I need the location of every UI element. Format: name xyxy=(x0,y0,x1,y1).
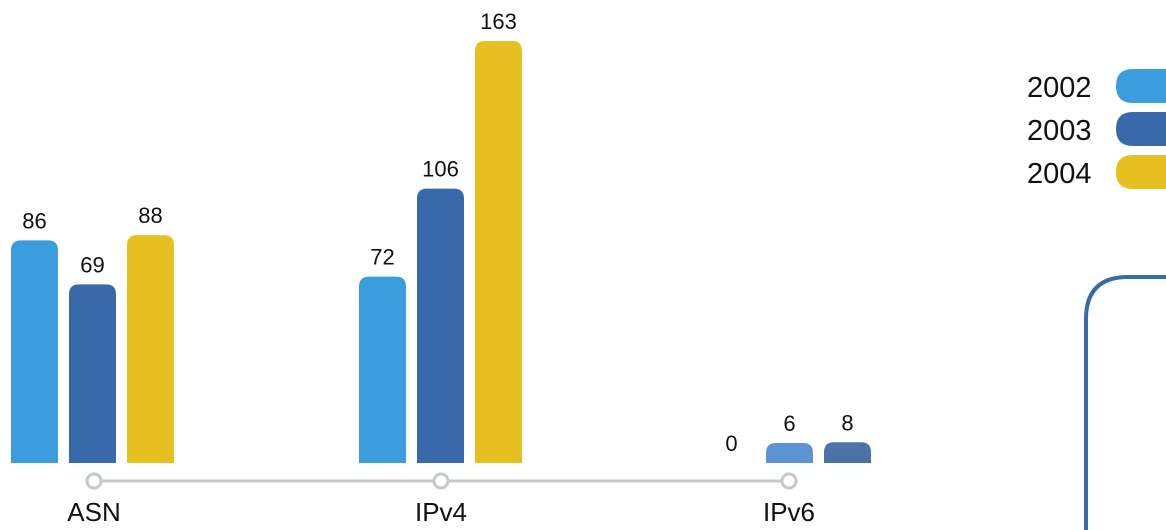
category-label-asn: ASN xyxy=(67,497,120,527)
data-labels: 86 69 88 72 106 163 0 6 8 xyxy=(22,9,853,456)
decorative-frame xyxy=(1084,275,1166,530)
axis-tick-ipv6 xyxy=(780,472,798,490)
category-axis: ASN IPv4 IPv6 xyxy=(67,472,815,527)
bar-asn-2004 xyxy=(127,235,174,463)
bar-ipv4-2002 xyxy=(359,276,406,463)
legend-label-2002: 2002 xyxy=(1027,72,1092,104)
bar-asn-2003 xyxy=(69,284,116,463)
bar-ipv4-2004 xyxy=(475,41,522,463)
category-label-ipv4: IPv4 xyxy=(415,497,467,527)
legend-swatch-2003 xyxy=(1116,112,1166,146)
legend-swatch-2002 xyxy=(1116,69,1166,103)
data-label-ipv4-2004: 163 xyxy=(480,9,517,34)
axis-tick-asn xyxy=(85,472,103,490)
bar-ipv6-2004 xyxy=(824,442,871,463)
legend-label-2004: 2004 xyxy=(1027,158,1092,190)
data-label-ipv4-2002: 72 xyxy=(370,245,394,270)
category-label-ipv6: IPv6 xyxy=(763,497,815,527)
legend-swatch-2004 xyxy=(1116,155,1166,189)
data-label-ipv6-2003: 6 xyxy=(783,411,795,436)
data-label-ipv4-2003: 106 xyxy=(422,157,459,182)
data-label-ipv6-2002: 0 xyxy=(725,431,737,456)
legend: 2002 2003 2004 xyxy=(1027,69,1166,190)
legend-label-2003: 2003 xyxy=(1027,115,1092,147)
axis-tick-ipv4 xyxy=(432,472,450,490)
bar-ipv6-2003 xyxy=(766,443,813,463)
data-label-asn-2003: 69 xyxy=(80,252,104,277)
bar-ipv4-2003 xyxy=(417,188,464,463)
bar-asn-2002 xyxy=(11,240,58,463)
data-label-asn-2002: 86 xyxy=(22,208,46,233)
data-label-ipv6-2004: 8 xyxy=(841,410,853,435)
bars xyxy=(11,41,871,463)
data-label-asn-2004: 88 xyxy=(138,203,162,228)
